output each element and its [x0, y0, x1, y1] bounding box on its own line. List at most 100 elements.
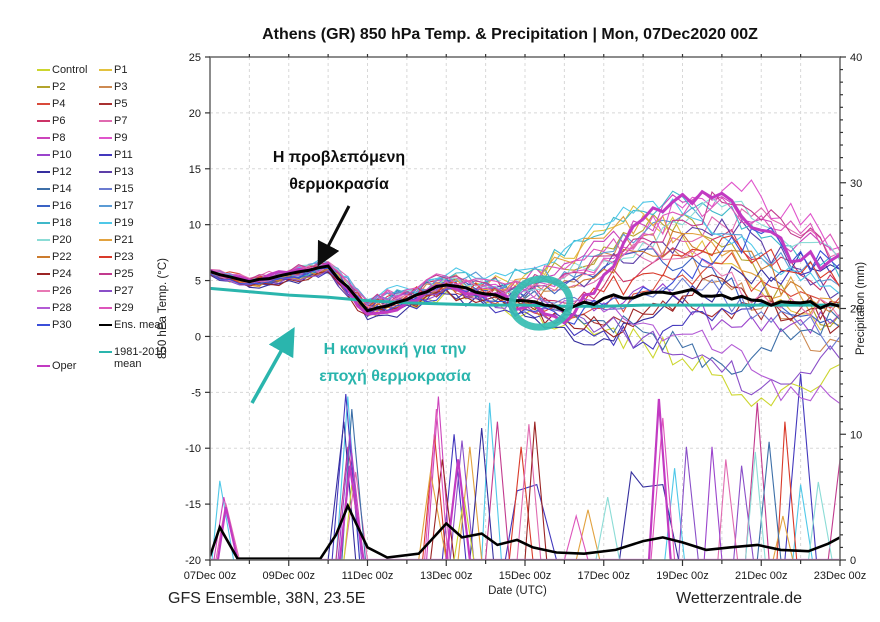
svg-text:15Dec 00z: 15Dec 00z: [499, 570, 552, 582]
y-left-axis-title: 850 hPa Temp. (°C): [157, 258, 169, 359]
annotation-forecast-line2: θερμοκρασία: [289, 176, 389, 193]
legend-label: P13: [114, 166, 134, 178]
svg-text:07Dec 00z: 07Dec 00z: [184, 570, 237, 582]
legend-item-p28: P28: [37, 302, 99, 314]
legend-color-dash: [37, 222, 50, 224]
legend-color-dash: [37, 69, 50, 71]
svg-text:23Dec 00z: 23Dec 00z: [814, 570, 867, 582]
legend-color-dash: [99, 103, 112, 105]
legend-label: P20: [52, 234, 72, 246]
legend-color-dash: [37, 307, 50, 309]
legend: Control P1 P2 P3 P4 P5 P6 P7 P8 P9 P10 P11 P12 P13 P14…: [37, 64, 183, 372]
legend-label: P14: [52, 183, 72, 195]
svg-text:-10: -10: [185, 443, 201, 455]
svg-text:5: 5: [195, 276, 201, 288]
legend-color-dash: [37, 324, 50, 326]
svg-text:-15: -15: [185, 499, 201, 511]
svg-text:-5: -5: [191, 387, 201, 399]
svg-text:0: 0: [850, 555, 856, 567]
legend-item-p2: P2: [37, 81, 99, 93]
svg-text:11Dec 00z: 11Dec 00z: [342, 570, 394, 582]
legend-color-dash: [99, 171, 112, 173]
chart-title: Athens (GR) 850 hPa Temp. & Precipitatio…: [262, 26, 758, 43]
legend-item-p13: P13: [99, 166, 183, 178]
legend-label: P5: [114, 98, 128, 110]
legend-label: P24: [52, 268, 72, 280]
legend-item-p11: P11: [99, 149, 183, 161]
legend-label: P28: [52, 302, 72, 314]
legend-color-dash: [99, 137, 112, 139]
legend-item-p16: P16: [37, 200, 99, 212]
legend-item-p23: P23: [99, 251, 183, 263]
legend-item-p5: P5: [99, 98, 183, 110]
legend-color-dash: [99, 205, 112, 207]
legend-label: P18: [52, 217, 72, 229]
legend-label: P11: [114, 149, 133, 161]
svg-text:20: 20: [850, 304, 862, 316]
legend-label: P22: [52, 251, 72, 263]
annotation-climate-line2: εποχή θερμοκρασία: [319, 368, 471, 385]
svg-text:19Dec 00z: 19Dec 00z: [656, 570, 709, 582]
annotation-forecast-temperature: Η προβλεπόμενη θερμοκρασία: [233, 144, 445, 198]
legend-color-dash: [99, 86, 112, 88]
legend-label: P30: [52, 319, 72, 331]
legend-label: P12: [52, 166, 72, 178]
legend-color-dash: [99, 324, 112, 326]
legend-label: Ens. mean: [114, 319, 167, 331]
legend-label: P1: [114, 64, 128, 76]
legend-item-p8: P8: [37, 132, 99, 144]
svg-text:25: 25: [189, 52, 201, 64]
legend-color-dash: [99, 120, 112, 122]
legend-label: P21: [114, 234, 134, 246]
legend-item-p29: P29: [99, 302, 183, 314]
legend-label: P2: [52, 81, 66, 93]
svg-text:10: 10: [850, 429, 862, 441]
footer-model-info: GFS Ensemble, 38N, 23.5E: [168, 590, 366, 607]
legend-item-p24: P24: [37, 268, 99, 280]
legend-item-p12: P12: [37, 166, 99, 178]
y-right-axis-title: Precipitation (mm): [855, 262, 867, 355]
legend-item-p14: P14: [37, 183, 99, 195]
svg-text:20: 20: [189, 108, 201, 120]
legend-item-p20: P20: [37, 234, 99, 246]
svg-text:40: 40: [850, 52, 862, 64]
legend-color-dash: [99, 273, 112, 275]
footer-site-credit: Wetterzentrale.de: [676, 590, 802, 607]
legend-color-dash: [37, 239, 50, 241]
legend-label: P16: [52, 200, 72, 212]
svg-text:30: 30: [850, 178, 862, 190]
legend-color-dash: [99, 69, 112, 71]
legend-grid: Control P1 P2 P3 P4 P5 P6 P7 P8 P9 P10 P11 P12 P13 P14…: [37, 64, 183, 331]
axis-ticks: [205, 54, 846, 566]
legend-color-dash: [99, 154, 112, 156]
svg-text:0: 0: [195, 331, 201, 343]
legend-label: P23: [114, 251, 134, 263]
legend-label: P9: [114, 132, 128, 144]
legend-color-dash: [99, 351, 112, 353]
legend-label: P29: [114, 302, 134, 314]
legend-color-dash: [37, 365, 50, 367]
legend-color-dash: [37, 171, 50, 173]
legend-color-dash: [99, 239, 112, 241]
legend-label: P26: [52, 285, 72, 297]
legend-label: P10: [52, 149, 72, 161]
legend-label: P4: [52, 98, 66, 110]
legend-label: P17: [114, 200, 134, 212]
legend-item-p26: P26: [37, 285, 99, 297]
svg-text:10: 10: [189, 220, 201, 232]
legend-item-p17: P17: [99, 200, 183, 212]
legend-item-control: Control: [37, 64, 99, 76]
climate-annotation-arrow: [250, 326, 295, 404]
annotation-climate-temperature: Η κανονική για την εποχή θερμοκρασία: [281, 336, 509, 390]
svg-text:13Dec 00z: 13Dec 00z: [420, 570, 473, 582]
svg-text:-20: -20: [185, 555, 201, 567]
legend-color-dash: [37, 137, 50, 139]
legend-item-p1: P1: [99, 64, 183, 76]
axis-tick-labels: 25 20 15 10 5 0 -5 -10 -15 -20 0 10 20 30 40 07Dec 00z 0…: [184, 52, 867, 582]
legend-item-p10: P10: [37, 149, 99, 161]
legend-item-ens-mean: Ens. mean: [99, 319, 183, 331]
legend-item-p3: P3: [99, 81, 183, 93]
legend-color-dash: [37, 154, 50, 156]
legend-item-1981-2010-mean: 1981-2010 mean: [99, 346, 183, 370]
legend-color-dash: [37, 290, 50, 292]
